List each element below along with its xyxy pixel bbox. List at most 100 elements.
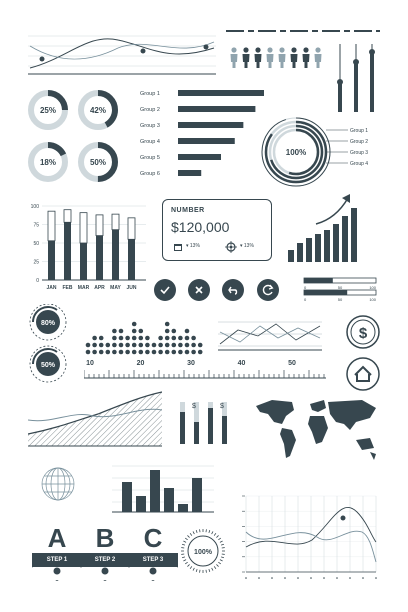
dot	[118, 328, 124, 334]
stacked-bar-top	[79, 212, 88, 244]
step-dots	[53, 567, 157, 575]
svg-text:$: $	[192, 403, 196, 410]
refresh-button[interactable]	[257, 279, 279, 301]
dot	[138, 335, 144, 341]
dot	[131, 349, 137, 355]
number-card-title: NUMBER	[171, 207, 205, 214]
dot	[92, 349, 97, 355]
undo-icon	[228, 286, 238, 295]
stat-one: ▾ 13%	[186, 243, 200, 249]
dot-matrix-chart	[85, 321, 203, 355]
dot	[112, 335, 117, 341]
check-button[interactable]	[154, 279, 176, 301]
dot	[158, 349, 163, 355]
progress-bars: 0 0 50 50 100 100	[303, 277, 377, 302]
small-line-chart	[218, 321, 322, 351]
dot	[191, 335, 196, 341]
stacked-bar-top	[111, 213, 120, 231]
dot	[145, 349, 150, 355]
hbar-bar	[178, 122, 244, 128]
dot	[164, 321, 170, 327]
stacked-bar-top	[95, 214, 104, 236]
level-bars: $ $	[180, 402, 227, 444]
step-label: STEP 2	[80, 553, 130, 567]
hbar-bar	[178, 138, 235, 144]
stacked-bar-base	[80, 243, 87, 280]
percent-rings: 80% 50%	[29, 304, 67, 383]
ring-chart: 100% Group 1 Group 2 Group 3 Group 4	[261, 117, 368, 187]
person-icon	[291, 47, 297, 53]
stacked-bar-top	[63, 209, 72, 223]
calendar-icon	[174, 244, 182, 251]
ring-legend: Group 3	[350, 150, 368, 156]
dash-line	[226, 30, 380, 32]
percent-ring-label: 80%	[41, 320, 56, 327]
x-tick: MAR	[78, 285, 90, 291]
person-icon	[267, 47, 273, 53]
progress-tick: 100	[369, 285, 376, 290]
undo-button[interactable]	[222, 279, 244, 301]
dot	[118, 342, 124, 348]
donut-label: 25%	[40, 106, 56, 115]
ruler-label: 20	[137, 360, 145, 367]
stacked-bar-top	[127, 217, 136, 240]
hbar-label: Group 3	[140, 123, 160, 129]
dot	[131, 335, 137, 341]
dot	[171, 342, 177, 348]
x-tick: MAY	[110, 285, 121, 291]
stacked-bar-base	[48, 240, 55, 280]
svg-text:$: $	[359, 325, 368, 342]
hbar-bar	[178, 106, 256, 112]
dot	[184, 349, 190, 355]
dot	[85, 349, 91, 355]
hbar-label: Group 5	[140, 155, 160, 161]
dot	[138, 328, 144, 334]
close-button[interactable]	[188, 279, 210, 301]
ring-arc	[272, 128, 320, 176]
ring-arc	[268, 124, 324, 180]
ruler-scale: 10 20 30 40 50	[84, 360, 326, 379]
home-icon[interactable]	[345, 356, 381, 392]
ruler-label: 30	[187, 360, 195, 367]
hbar-bar	[178, 170, 202, 176]
hbar-label: Group 4	[140, 139, 160, 145]
dot	[158, 342, 163, 348]
stacked-bar-chart: 0 25 50 75 100 JAN FEB MAR APR MAY JUN	[31, 204, 146, 291]
hbar-label: Group 2	[140, 107, 160, 113]
ruler-label: 10	[86, 360, 94, 367]
progress-tick: 50	[338, 285, 343, 290]
person-icon	[279, 47, 285, 53]
dot	[171, 328, 177, 334]
x-tick: FEB	[63, 285, 73, 291]
dot	[151, 349, 157, 355]
top-wave-chart	[28, 35, 216, 75]
ring-legend: Group 1	[350, 128, 368, 134]
bottom-line-chart	[242, 495, 377, 579]
dot	[164, 342, 170, 348]
x-tick: JAN	[46, 285, 56, 291]
hbar-label: Group 1	[140, 91, 160, 97]
horizontal-bar-chart: Group 1 Group 2 Group 3 Group 4 Group 5 Group…	[140, 90, 264, 177]
dot	[138, 342, 144, 348]
person-icon	[255, 47, 261, 53]
dot	[98, 342, 104, 348]
x-tick: APR	[94, 285, 105, 291]
dot	[138, 349, 144, 355]
donut-arc	[28, 90, 68, 130]
dot	[184, 335, 190, 341]
step-letter: C	[143, 523, 163, 553]
number-card: NUMBER $120,000 ▾ 13% ▾ 13%	[162, 199, 272, 261]
donut-label: 50%	[90, 158, 106, 167]
stacked-bar-base	[96, 235, 103, 280]
dot	[118, 349, 124, 355]
dot	[131, 321, 137, 327]
dot	[131, 328, 137, 334]
y-tick: 0	[36, 278, 39, 284]
refresh-icon	[262, 284, 274, 296]
dollar-icon[interactable]: $	[345, 314, 381, 350]
mini-bar-chart	[112, 465, 214, 513]
step-a: A STEP 1	[32, 525, 82, 581]
progress-tick: 0	[304, 285, 307, 290]
progress-tick: 0	[304, 297, 307, 302]
donut-grid: 25% 42% 18% 50%	[28, 90, 118, 182]
